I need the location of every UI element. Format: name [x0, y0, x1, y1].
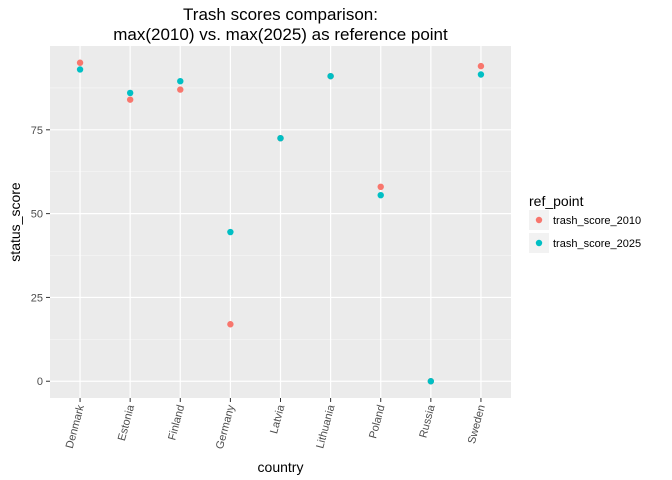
data-point-trash_score_2025 — [177, 78, 184, 85]
data-point-trash_score_2025 — [477, 71, 485, 78]
data-point-trash_score_2010 — [177, 86, 184, 93]
data-point-trash_score_2025 — [377, 191, 384, 199]
legend-key-point — [535, 216, 543, 224]
chart-title-line-2: max(2010) vs. max(2025) as reference poi… — [113, 25, 448, 44]
y-axis-ticks: 0 25 50 75 — [31, 125, 50, 388]
y-axis-title: status_score — [7, 182, 23, 262]
data-point-trash_score_2025 — [76, 66, 84, 73]
x-tick-label: Latvia — [268, 403, 287, 435]
x-tick-label: Poland — [367, 404, 387, 440]
x-tick-label: Sweden — [466, 404, 488, 446]
x-tick-label: Germany — [214, 403, 237, 450]
x-tick-label: Finland — [166, 404, 187, 442]
major-gridlines — [50, 46, 511, 398]
y-tick-label: 50 — [31, 209, 43, 221]
legend-key-point — [535, 239, 543, 247]
x-axis-ticks: Denmark Estonia Finland Germany Latvia Lithua… — [64, 398, 488, 450]
chart-title-line-1: Trash scores comparison: — [183, 5, 378, 24]
x-tick-label: Russia — [417, 403, 438, 439]
legend-label: trash_score_2025 — [553, 238, 641, 250]
x-tick-label: Lithuania — [314, 403, 337, 450]
legend-label: trash_score_2010 — [553, 215, 641, 227]
x-axis-title: country — [258, 459, 304, 475]
data-points — [76, 59, 485, 385]
y-tick-label: 25 — [31, 292, 43, 304]
data-point-trash_score_2010 — [76, 59, 84, 66]
data-point-trash_score_2010 — [126, 96, 134, 103]
data-point-trash_score_2025 — [126, 89, 134, 97]
y-tick-label: 0 — [37, 376, 43, 388]
legend: ref_point trash_score_2010 trash_score_20… — [529, 193, 641, 253]
x-tick-label: Estonia — [116, 403, 137, 442]
y-tick-label: 75 — [31, 125, 43, 137]
data-point-trash_score_2025 — [227, 228, 234, 236]
data-point-trash_score_2025 — [277, 134, 284, 142]
data-point-trash_score_2025 — [427, 378, 435, 385]
chart-title: Trash scores comparison: max(2010) vs. m… — [113, 5, 448, 44]
data-point-trash_score_2010 — [227, 321, 234, 328]
legend-title: ref_point — [529, 193, 584, 209]
data-point-trash_score_2010 — [477, 62, 485, 70]
data-point-trash_score_2025 — [327, 72, 334, 80]
data-point-trash_score_2010 — [377, 183, 384, 190]
x-tick-label: Denmark — [64, 403, 87, 450]
